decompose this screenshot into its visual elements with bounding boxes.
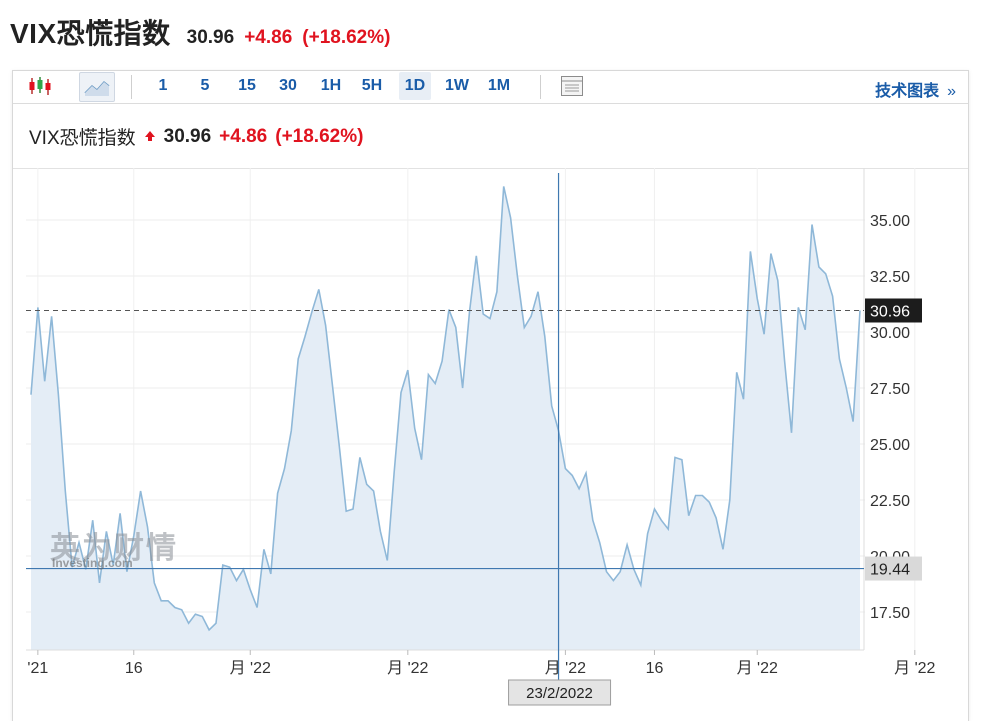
chart-title-name: VIX恐慌指数 bbox=[29, 128, 136, 149]
series-area-fill bbox=[31, 186, 860, 650]
x-tick-label: '21 bbox=[27, 660, 48, 677]
area-chart-icon[interactable] bbox=[79, 72, 115, 102]
y-tick-label: 27.50 bbox=[870, 381, 910, 398]
interval-1[interactable]: 1 bbox=[158, 77, 168, 94]
x-tick-label: 月 '22 bbox=[230, 660, 271, 677]
x-tick-label: 月 '22 bbox=[387, 660, 428, 677]
technical-chart-link[interactable]: 技术图表 » bbox=[875, 77, 956, 101]
x-tick-label: 月 '22 bbox=[737, 660, 778, 677]
crosshair-date-label: 23/2/2022 bbox=[526, 685, 593, 702]
chart-title-change: +4.86 bbox=[219, 125, 268, 147]
technical-chart-label: 技术图表 bbox=[875, 83, 940, 100]
interval-30[interactable]: 30 bbox=[279, 77, 297, 94]
interval-5h[interactable]: 5H bbox=[361, 77, 383, 94]
x-tick-label: 16 bbox=[125, 660, 143, 677]
last-value-label: 30.96 bbox=[870, 303, 910, 320]
chart-title-change-percent: (+18.62%) bbox=[275, 125, 364, 147]
up-arrow-icon bbox=[144, 129, 156, 145]
instrument-name: VIX恐慌指数 bbox=[10, 18, 171, 49]
chart-title-price: 30.96 bbox=[163, 125, 212, 147]
x-tick-label: 月 '22 bbox=[545, 660, 586, 677]
interval-15[interactable]: 15 bbox=[238, 77, 256, 94]
interval-5[interactable]: 5 bbox=[200, 77, 210, 94]
y-tick-label: 17.50 bbox=[870, 605, 910, 622]
price-change: +4.86 bbox=[244, 27, 293, 48]
last-price: 30.96 bbox=[186, 27, 235, 48]
quote-header: VIX恐慌指数 30.96 +4.86 (+18.62%) bbox=[10, 12, 390, 52]
price-change-percent: (+18.62%) bbox=[302, 27, 391, 48]
chart-title: VIX恐慌指数 30.96 +4.86 (+18.62%) bbox=[29, 123, 363, 150]
title-divider bbox=[13, 168, 968, 169]
table-icon[interactable] bbox=[555, 72, 589, 100]
toolbar-divider bbox=[540, 75, 541, 99]
y-tick-label: 35.00 bbox=[870, 213, 910, 230]
double-chevron-right-icon: » bbox=[947, 83, 956, 100]
x-tick-label: 16 bbox=[646, 660, 664, 677]
x-tick-label: 月 '22 bbox=[894, 660, 935, 677]
crosshair-value-label: 19.44 bbox=[870, 562, 910, 579]
interval-1m[interactable]: 1M bbox=[487, 77, 511, 94]
y-tick-label: 22.50 bbox=[870, 493, 910, 510]
chart-panel: 1 5 15 30 1H 5H 1D 1W 1M 技术图表 » VIX恐慌指数 3… bbox=[12, 70, 969, 721]
last-value-badge bbox=[865, 298, 922, 323]
toolbar-divider bbox=[131, 75, 132, 99]
crosshair-value-badge bbox=[865, 556, 922, 581]
y-tick-label: 25.00 bbox=[870, 437, 910, 454]
interval-1h[interactable]: 1H bbox=[320, 77, 342, 94]
y-tick-label: 30.00 bbox=[870, 325, 910, 342]
series-line bbox=[30, 186, 861, 632]
y-tick-label: 32.50 bbox=[870, 269, 910, 286]
crosshair-date-badge bbox=[508, 679, 612, 706]
interval-1w[interactable]: 1W bbox=[445, 77, 469, 94]
interval-1d[interactable]: 1D bbox=[399, 72, 431, 100]
chart-toolbar: 1 5 15 30 1H 5H 1D 1W 1M 技术图表 » bbox=[13, 71, 968, 104]
candlestick-icon[interactable] bbox=[23, 72, 57, 100]
